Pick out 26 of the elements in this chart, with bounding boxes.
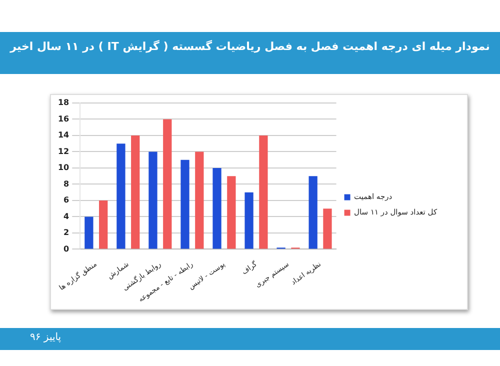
y-tick-label: 18 [58, 98, 70, 108]
bar [99, 200, 108, 249]
y-tick-label: 16 [58, 114, 70, 124]
bar [116, 144, 126, 249]
bar [227, 176, 236, 249]
y-tick-label: 14 [58, 130, 70, 140]
bar [131, 135, 140, 249]
bar [259, 135, 268, 249]
y-tick-label: 0 [64, 244, 70, 254]
bar [195, 152, 204, 249]
bar [308, 176, 318, 249]
y-tick-label: 6 [64, 196, 70, 205]
y-tick-label: 4 [64, 212, 70, 221]
text: پاییز ۹۶ [30, 332, 62, 343]
bar [148, 152, 158, 249]
bar [212, 168, 222, 249]
y-tick-label: 8 [64, 179, 70, 188]
bar [244, 192, 254, 249]
bar [84, 216, 94, 249]
y-tick-label: 10 [58, 163, 70, 172]
bar [163, 119, 172, 249]
y-tick-label: 2 [64, 228, 70, 238]
chart-title: نمودار میله ای درجه اهمیت فصل به فصل ریاضیات گسسته ( گرایش IT ) در ۱۱ سال اخیر [10, 40, 490, 53]
bar [180, 160, 190, 249]
bar [323, 208, 332, 249]
y-tick-label: 12 [58, 146, 70, 156]
